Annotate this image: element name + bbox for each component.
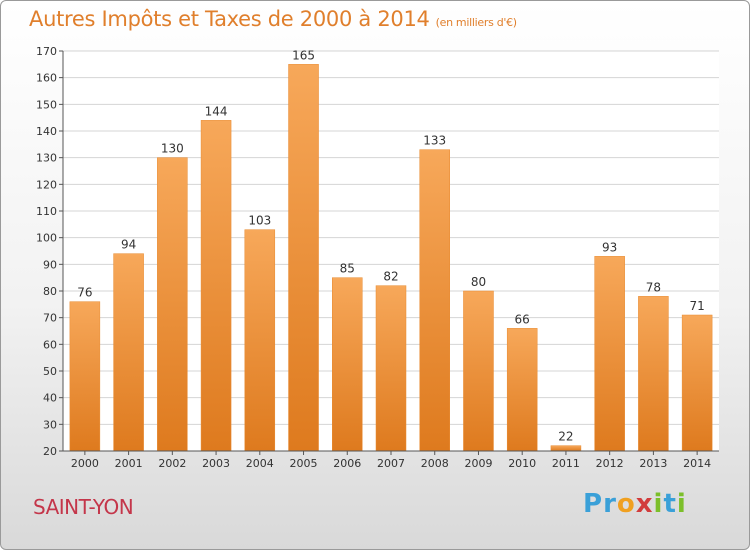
bar-2011 [550,445,582,452]
logo-letter: x [635,489,654,519]
x-tick-label: 2014 [683,457,711,470]
bar-2005 [288,64,319,452]
y-tick-label: 50 [43,365,57,378]
y-tick-label: 110 [36,205,57,218]
bar-2009 [463,290,494,452]
data-label: 22 [558,430,573,444]
x-tick-label: 2004 [246,457,274,470]
bar-2010 [506,328,538,452]
y-tick-label: 60 [43,338,57,351]
chart-title: Autres Impôts et Taxes de 2000 à 2014 (en… [29,7,517,31]
data-label: 94 [121,238,136,252]
data-label: 130 [161,142,184,156]
bar-2006 [332,277,363,452]
data-label: 82 [383,270,398,284]
data-label: 80 [471,275,486,289]
y-tick-label: 70 [43,312,57,325]
logo-letter: P [583,489,604,519]
commune-name: SAINT-YON [33,495,134,519]
axes: 20 30 40 50 60 70 80 90 100 110 120 130 140 150 160 170… [36,45,719,470]
bars: 76 94 130 144 103 165 85 82 133 80 66 22 93 78 71 [69,48,713,452]
x-tick-label: 2011 [552,457,580,470]
unit-label: (en milliers d'€) [435,16,517,29]
x-tick-label: 2008 [421,457,449,470]
x-tick-label: 2002 [158,457,186,470]
y-tick-label: 170 [36,45,57,58]
x-tick-label: 2007 [377,457,405,470]
y-tick-label: 30 [43,418,57,431]
y-tick-label: 160 [36,72,57,85]
bar-2003 [200,120,232,452]
x-tick-label: 2000 [71,457,99,470]
bar-2008 [419,149,450,452]
logo-letter: i [676,489,687,519]
y-tick-label: 100 [36,232,57,245]
y-tick-label: 20 [43,445,57,458]
x-tick-label: 2013 [639,457,667,470]
y-tick-label: 80 [43,285,57,298]
logo-letter: i [653,489,664,519]
proxiti-logo: Proxiti [583,489,687,519]
y-tick-label: 90 [43,258,57,271]
x-tick-label: 2001 [115,457,143,470]
data-label: 85 [340,262,355,276]
x-tick-label: 2010 [508,457,536,470]
logo-letter: r [603,489,617,519]
data-label: 133 [423,134,446,148]
data-label: 76 [77,286,92,300]
bar-2004 [244,229,276,452]
bar-2001 [113,253,144,452]
data-label: 78 [646,280,661,294]
y-tick-label: 120 [36,178,57,191]
bar-2012 [594,256,625,452]
y-tick-label: 140 [36,125,57,138]
x-tick-label: 2009 [464,457,492,470]
data-label: 71 [689,299,704,313]
y-tick-label: 40 [43,392,57,405]
data-label: 144 [205,104,228,118]
bar-2000 [69,301,101,452]
logo-letter: o [616,489,636,519]
data-label: 103 [248,214,271,228]
x-tick-label: 2005 [290,457,318,470]
x-tick-label: 2012 [596,457,624,470]
data-label: 165 [292,48,315,62]
bar-2014 [681,314,713,452]
data-label: 93 [602,240,617,254]
x-tick-label: 2003 [202,457,230,470]
logo-letter: t [663,489,677,519]
bar-2007 [375,285,407,452]
x-tick-label: 2006 [333,457,361,470]
y-tick-label: 130 [36,152,57,165]
bar-2013 [638,296,669,452]
y-tick-label: 150 [36,98,57,111]
data-label: 66 [515,312,530,326]
bar-2002 [157,157,188,452]
